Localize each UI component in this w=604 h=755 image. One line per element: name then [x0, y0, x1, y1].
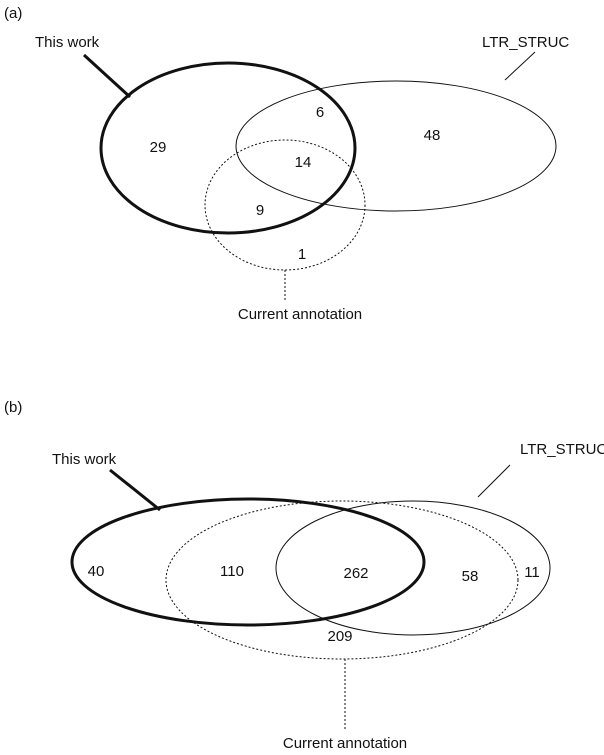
set-label: This work	[35, 34, 100, 51]
region-count: 110	[220, 563, 244, 580]
set-current-annotation	[165, 500, 519, 660]
leader-line	[82, 53, 132, 99]
panel-b: (b) This work LTR_STRUC Current annotati…	[4, 399, 604, 752]
region-count: 58	[462, 568, 479, 585]
panel-a: (a) This work LTR_STRUC Current annotati…	[4, 5, 569, 323]
panel-label: (b)	[4, 399, 22, 416]
set-this-work	[70, 497, 426, 627]
region-count: 11	[524, 564, 540, 581]
set-label: This work	[52, 451, 117, 468]
region-count: 209	[327, 628, 352, 645]
region-count: 48	[424, 127, 441, 144]
region-count: 14	[295, 154, 312, 171]
panel-label: (a)	[4, 5, 22, 22]
set-ltr-struc	[235, 80, 557, 212]
region-count: 262	[343, 565, 368, 582]
leader-line	[109, 468, 161, 512]
region-count: 9	[256, 202, 264, 219]
region-count: 6	[316, 104, 324, 121]
set-label: LTR_STRUC	[520, 441, 604, 458]
region-count: 40	[88, 563, 105, 580]
set-label: LTR_STRUC	[482, 34, 569, 51]
set-current-annotation	[204, 139, 366, 271]
leader-line	[477, 464, 511, 498]
set-ltr-struc	[275, 500, 551, 636]
set-label: Current annotation	[283, 735, 407, 752]
region-count: 1	[298, 246, 306, 263]
region-count: 29	[150, 139, 167, 156]
set-label: Current annotation	[238, 306, 362, 323]
set-this-work	[99, 61, 357, 235]
leader-line	[504, 51, 536, 81]
